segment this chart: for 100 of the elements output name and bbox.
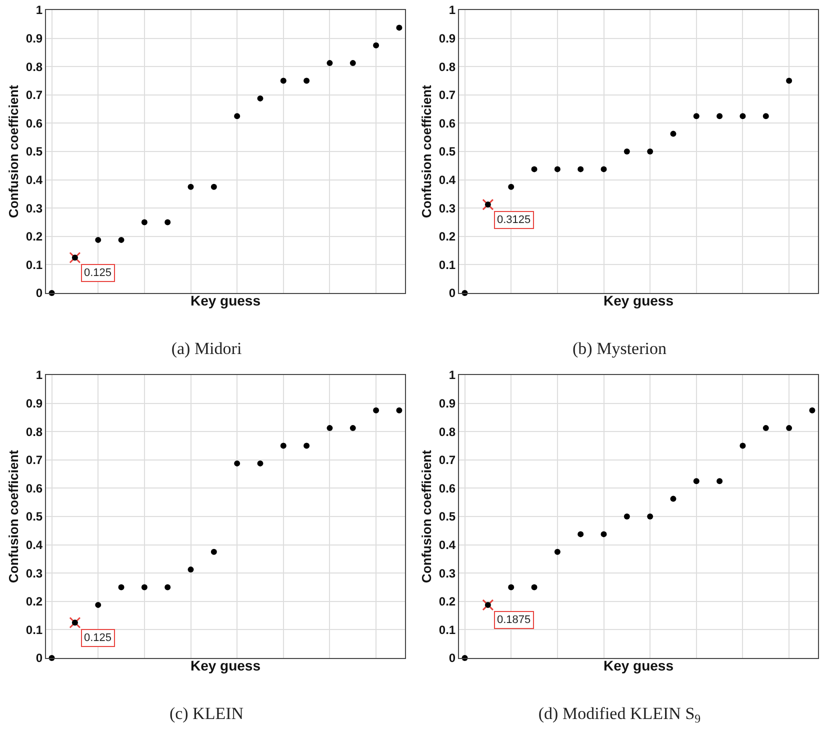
point [280, 78, 286, 84]
y-tick-label: 0.5 [26, 510, 43, 524]
y-axis-title: Confusion coefficient [6, 84, 21, 218]
point [740, 113, 746, 120]
text: (d) Modified KLEIN S$_{9}$ [538, 704, 701, 726]
y-tick-label: 0.3 [438, 201, 456, 216]
point [578, 531, 584, 538]
point [304, 442, 310, 449]
point [786, 425, 792, 432]
point [554, 548, 560, 555]
point [396, 24, 402, 31]
y-tick-label: 0.1 [26, 622, 43, 637]
annotation: 0.125 [84, 267, 112, 279]
point [508, 184, 514, 190]
point [693, 113, 700, 120]
y-tick-label: 0.8 [438, 424, 456, 439]
y-tick-label: 0.6 [438, 116, 456, 130]
point [508, 584, 514, 590]
point [280, 442, 286, 449]
point [670, 496, 676, 502]
y-tick-label: 1 [36, 3, 43, 18]
y-tick-label: 1 [448, 368, 456, 382]
point [482, 198, 494, 210]
y-tick-label: 0.9 [438, 32, 456, 46]
y-tick-label: 0.9 [438, 396, 456, 410]
y-tick-label: 0.9 [26, 32, 43, 46]
point [118, 584, 124, 590]
y-tick-label: 0.8 [438, 60, 456, 74]
annotation: 0.3125 [497, 214, 531, 226]
point [373, 407, 380, 414]
point [210, 548, 217, 555]
point [141, 584, 148, 590]
y-tick-label: 1 [448, 3, 456, 18]
point [716, 113, 723, 120]
point [647, 514, 654, 520]
point [600, 531, 607, 538]
y-tick-label: 0 [36, 286, 43, 300]
y-tick-label: 0 [448, 651, 456, 666]
point [72, 620, 78, 626]
point [69, 252, 81, 264]
point [210, 184, 217, 190]
y-tick-label: 0 [36, 651, 43, 666]
point [350, 425, 356, 432]
y-tick-label: 0 [448, 286, 456, 300]
point [531, 584, 538, 590]
y-axis-title: Confusion coefficient [6, 449, 21, 583]
y-tick-label: 0.9 [26, 396, 43, 410]
y-tick-label: 0.1 [438, 622, 456, 637]
point [693, 478, 700, 484]
point [373, 42, 380, 48]
y-tick-label: 0.3 [438, 566, 456, 580]
point [95, 602, 102, 608]
y-tick-label: 0.7 [26, 88, 43, 102]
y-tick-label: 0.7 [438, 88, 456, 102]
point [647, 148, 654, 154]
x-axis-title: Key guess [603, 292, 674, 308]
y-tick-label: 0.2 [26, 230, 43, 244]
x-axis-title: Key guess [603, 657, 674, 674]
y-tick-label: 0.6 [438, 481, 456, 496]
y-axis-title: Confusion coefficient [418, 84, 434, 218]
y-tick-label: 0.4 [26, 538, 43, 552]
point [670, 130, 676, 137]
point [809, 407, 816, 414]
y-tick-label: 0.2 [438, 230, 456, 244]
point [484, 602, 491, 608]
y-tick-label: 0.8 [26, 424, 43, 439]
y-tick-label: 1 [36, 368, 43, 382]
y-tick-label: 0.5 [438, 144, 456, 159]
point [257, 460, 264, 466]
y-tick-label: 0.2 [438, 594, 456, 609]
point [188, 566, 194, 573]
y-tick-label: 0.6 [26, 481, 43, 496]
y-tick-label: 0.2 [26, 594, 43, 609]
y-tick-label: 0.5 [26, 144, 43, 159]
point [304, 78, 310, 84]
point [531, 166, 538, 172]
annotation: 0.125 [84, 632, 112, 644]
point [95, 236, 102, 243]
point [118, 236, 124, 243]
point [484, 202, 491, 208]
y-tick-label: 0.4 [26, 173, 43, 187]
y-tick-label: 0.5 [438, 510, 456, 524]
text: (a) Midori [171, 339, 242, 358]
point [624, 514, 630, 520]
y-tick-label: 0.7 [26, 453, 43, 468]
point [72, 254, 78, 261]
point [396, 407, 402, 414]
text: (c) KLEIN [169, 704, 244, 724]
x-axis-title: Key guess [190, 292, 261, 308]
point [578, 166, 584, 172]
y-tick-label: 0.1 [438, 258, 456, 272]
point [554, 166, 560, 172]
point [164, 584, 171, 590]
point [786, 78, 792, 84]
y-tick-label: 0.3 [26, 201, 43, 216]
point [234, 113, 240, 120]
point [350, 60, 356, 66]
point [326, 425, 333, 432]
point [326, 60, 333, 66]
point [141, 219, 148, 226]
